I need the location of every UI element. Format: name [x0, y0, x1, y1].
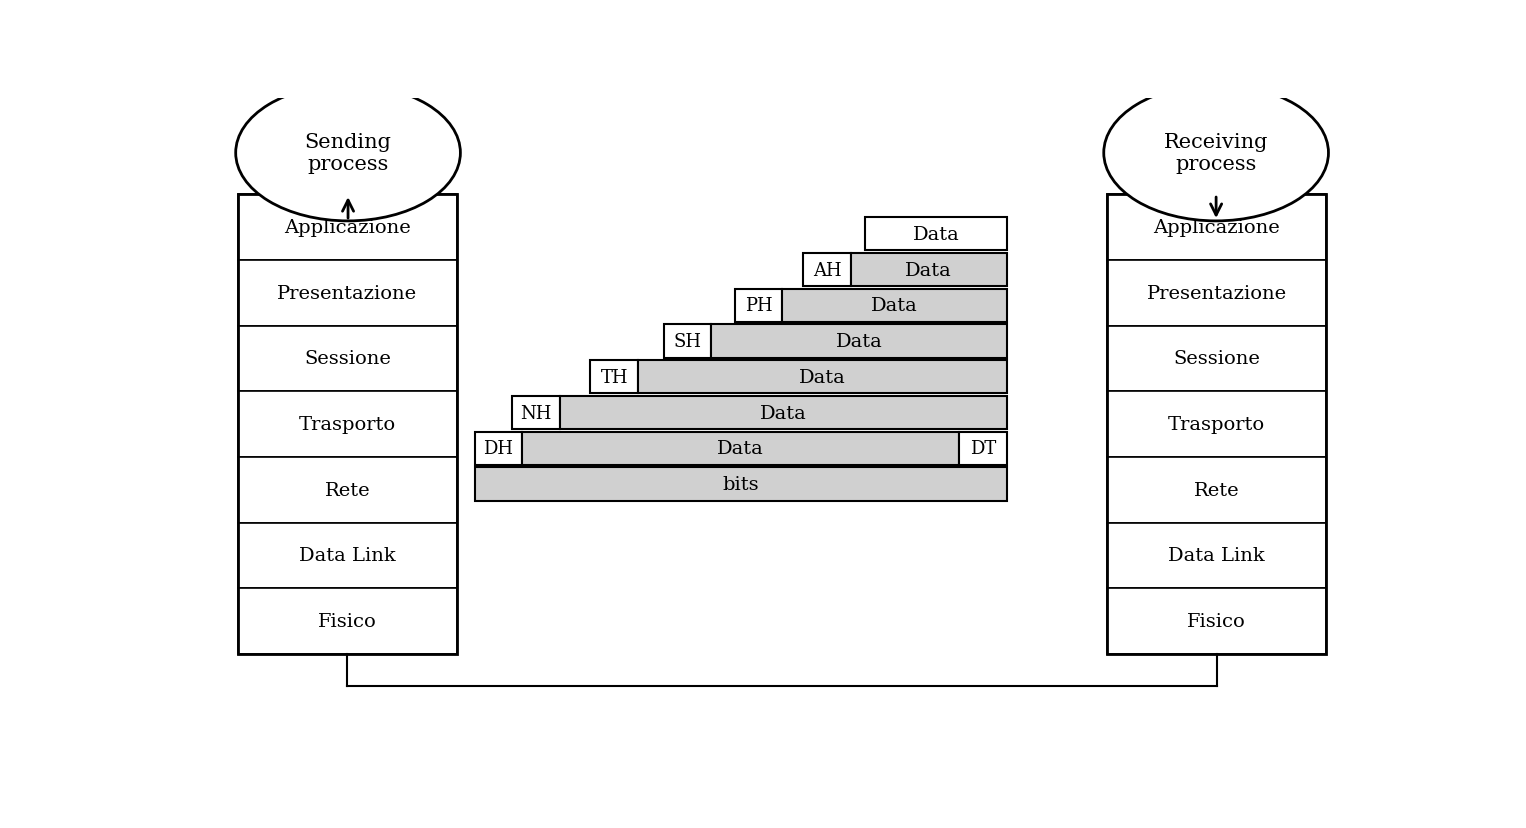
Bar	[783, 289, 1007, 322]
Text: Sessione: Sessione	[304, 350, 391, 368]
Text: Applicazione: Applicazione	[1154, 219, 1280, 237]
Bar	[591, 361, 638, 394]
Text: Rete: Rete	[325, 481, 371, 499]
Text: PH: PH	[745, 297, 772, 315]
Bar	[850, 253, 1007, 286]
Text: Data: Data	[800, 368, 845, 387]
Text: DT: DT	[971, 440, 996, 458]
Text: Data: Data	[836, 333, 882, 350]
Bar	[1108, 195, 1326, 261]
Bar	[238, 523, 456, 589]
Bar	[1108, 589, 1326, 654]
Text: Data: Data	[871, 297, 917, 315]
Text: Trasporto: Trasporto	[1167, 416, 1265, 434]
Bar	[803, 253, 850, 286]
Bar	[1108, 457, 1326, 523]
Text: AH: AH	[813, 262, 841, 279]
Bar	[1108, 195, 1326, 654]
Text: Data: Data	[760, 404, 807, 422]
Bar	[560, 397, 1007, 430]
Text: bits: bits	[722, 475, 758, 493]
Bar	[865, 218, 1007, 251]
Bar	[664, 325, 711, 359]
Text: Applicazione: Applicazione	[284, 219, 410, 237]
Ellipse shape	[235, 85, 461, 222]
Bar	[238, 589, 456, 654]
Text: Data Link: Data Link	[299, 546, 395, 565]
Bar	[475, 432, 522, 465]
Bar	[238, 457, 456, 523]
Bar	[238, 195, 456, 654]
Text: NH: NH	[520, 404, 552, 422]
Text: SH: SH	[673, 333, 702, 350]
Text: Sessione: Sessione	[1173, 350, 1260, 368]
Text: Data: Data	[913, 225, 960, 243]
Text: DH: DH	[484, 440, 513, 458]
Bar	[1108, 523, 1326, 589]
Text: Fisico: Fisico	[317, 612, 377, 630]
Bar	[513, 397, 560, 430]
Bar	[522, 432, 960, 465]
Bar	[1108, 261, 1326, 326]
Text: Presentazione: Presentazione	[278, 284, 418, 302]
Text: Receiving
process: Receiving process	[1164, 133, 1268, 174]
Bar	[238, 261, 456, 326]
Bar	[736, 289, 783, 322]
Ellipse shape	[1103, 85, 1329, 222]
Text: Rete: Rete	[1193, 481, 1239, 499]
Text: Data: Data	[717, 440, 765, 458]
Text: Presentazione: Presentazione	[1146, 284, 1286, 302]
Bar	[238, 195, 456, 261]
Text: Data: Data	[905, 262, 952, 279]
Bar	[238, 326, 456, 392]
Text: Fisico: Fisico	[1187, 612, 1247, 630]
Bar	[711, 325, 1007, 359]
Text: Sending
process: Sending process	[305, 133, 392, 174]
Text: TH: TH	[600, 368, 627, 387]
Text: Trasporto: Trasporto	[299, 416, 397, 434]
Bar	[638, 361, 1007, 394]
Bar	[475, 468, 1007, 501]
Text: Data Link: Data Link	[1169, 546, 1265, 565]
Bar	[960, 432, 1007, 465]
Bar	[1108, 326, 1326, 392]
Bar	[238, 392, 456, 457]
Bar	[1108, 392, 1326, 457]
